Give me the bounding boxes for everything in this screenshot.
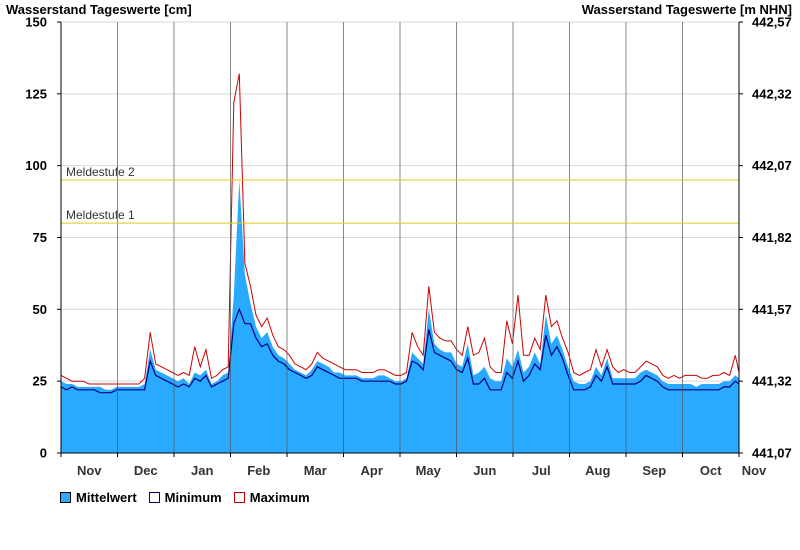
- x-axis-ticks: Nov Dec Jan Feb Mar Apr May Jun Jul Aug Sep Oct Nov: [60, 453, 767, 478]
- y2-tick-label: 442,57: [752, 15, 792, 30]
- y2-axis-ticks: 441,07 441,32 441,57 441,82 442,07 442,32 442,…: [739, 15, 792, 461]
- y-tick-label: 100: [25, 158, 47, 173]
- legend-item-minimum: Minimum: [148, 490, 222, 505]
- threshold-lines: Meldestufe 2 Meldestufe 1: [61, 165, 739, 224]
- month-dividers: [117, 22, 683, 453]
- x-tick-label: Jan: [191, 463, 213, 478]
- y2-tick-label: 441,57: [752, 302, 792, 317]
- threshold-label: Meldestufe 1: [66, 208, 135, 222]
- legend: Mittelwert Minimum Maximum: [60, 490, 310, 505]
- x-tick-label: Nov: [742, 463, 767, 478]
- x-tick-label: Sep: [642, 463, 666, 478]
- legend-swatch-mittelwert: [60, 492, 71, 503]
- x-tick-label: Jul: [532, 463, 551, 478]
- y-tick-label: 125: [25, 86, 47, 101]
- y2-tick-label: 442,07: [752, 158, 792, 173]
- threshold-label: Meldestufe 2: [66, 165, 135, 179]
- y-tick-label: 50: [33, 302, 47, 317]
- x-tick-label: Aug: [585, 463, 610, 478]
- y2-tick-label: 441,82: [752, 230, 792, 245]
- y-axis-title-left: Wasserstand Tageswerte [cm]: [6, 2, 192, 17]
- legend-label-minimum: Minimum: [164, 490, 222, 505]
- x-tick-label: May: [416, 463, 442, 478]
- x-tick-label: Apr: [361, 463, 383, 478]
- x-tick-label: Oct: [700, 463, 722, 478]
- y-tick-label: 150: [25, 15, 47, 30]
- x-tick-label: Mar: [304, 463, 327, 478]
- legend-label-maximum: Maximum: [249, 490, 310, 505]
- legend-swatch-minimum: [148, 492, 160, 503]
- x-tick-label: Dec: [134, 463, 158, 478]
- legend-item-maximum: Maximum: [233, 490, 310, 505]
- y-tick-label: 0: [40, 446, 47, 461]
- y2-tick-label: 441,07: [752, 446, 792, 461]
- legend-item-mittelwert: Mittelwert: [60, 490, 137, 505]
- x-tick-label: Nov: [77, 463, 102, 478]
- y-tick-label: 25: [33, 374, 47, 389]
- y-tick-label: 75: [33, 230, 47, 245]
- x-tick-label: Jun: [473, 463, 496, 478]
- legend-label-mittelwert: Mittelwert: [76, 490, 137, 505]
- y2-tick-label: 442,32: [752, 86, 792, 101]
- y-axis-ticks: 0 25 50 75 100 125 150: [25, 15, 61, 461]
- x-tick-label: Feb: [247, 463, 270, 478]
- y-axis-title-right: Wasserstand Tageswerte [m NHN]: [581, 2, 792, 17]
- y2-tick-label: 441,32: [752, 374, 792, 389]
- legend-swatch-maximum: [233, 492, 245, 503]
